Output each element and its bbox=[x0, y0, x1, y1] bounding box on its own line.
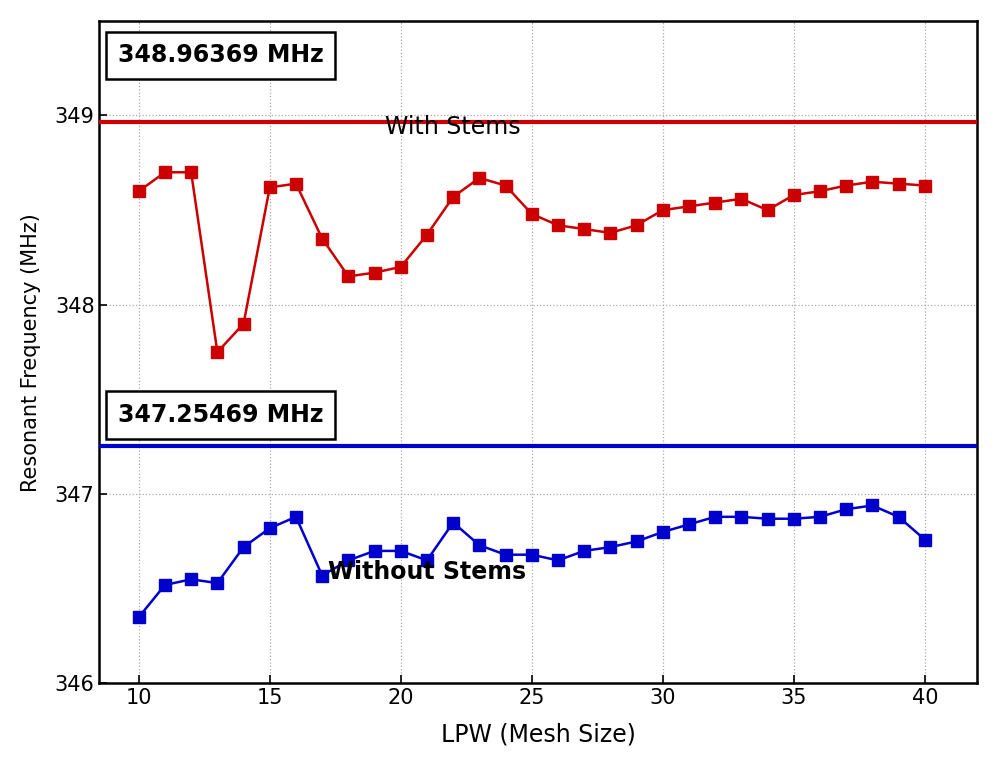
Text: Without Stems: Without Stems bbox=[328, 561, 526, 584]
X-axis label: LPW (Mesh Size): LPW (Mesh Size) bbox=[441, 723, 636, 746]
Text: 348.96369 MHz: 348.96369 MHz bbox=[118, 44, 323, 67]
Text: With Stems: With Stems bbox=[385, 115, 521, 140]
Text: 347.25469 MHz: 347.25469 MHz bbox=[118, 403, 323, 427]
Y-axis label: Resonant Frequency (MHz): Resonant Frequency (MHz) bbox=[21, 212, 41, 492]
